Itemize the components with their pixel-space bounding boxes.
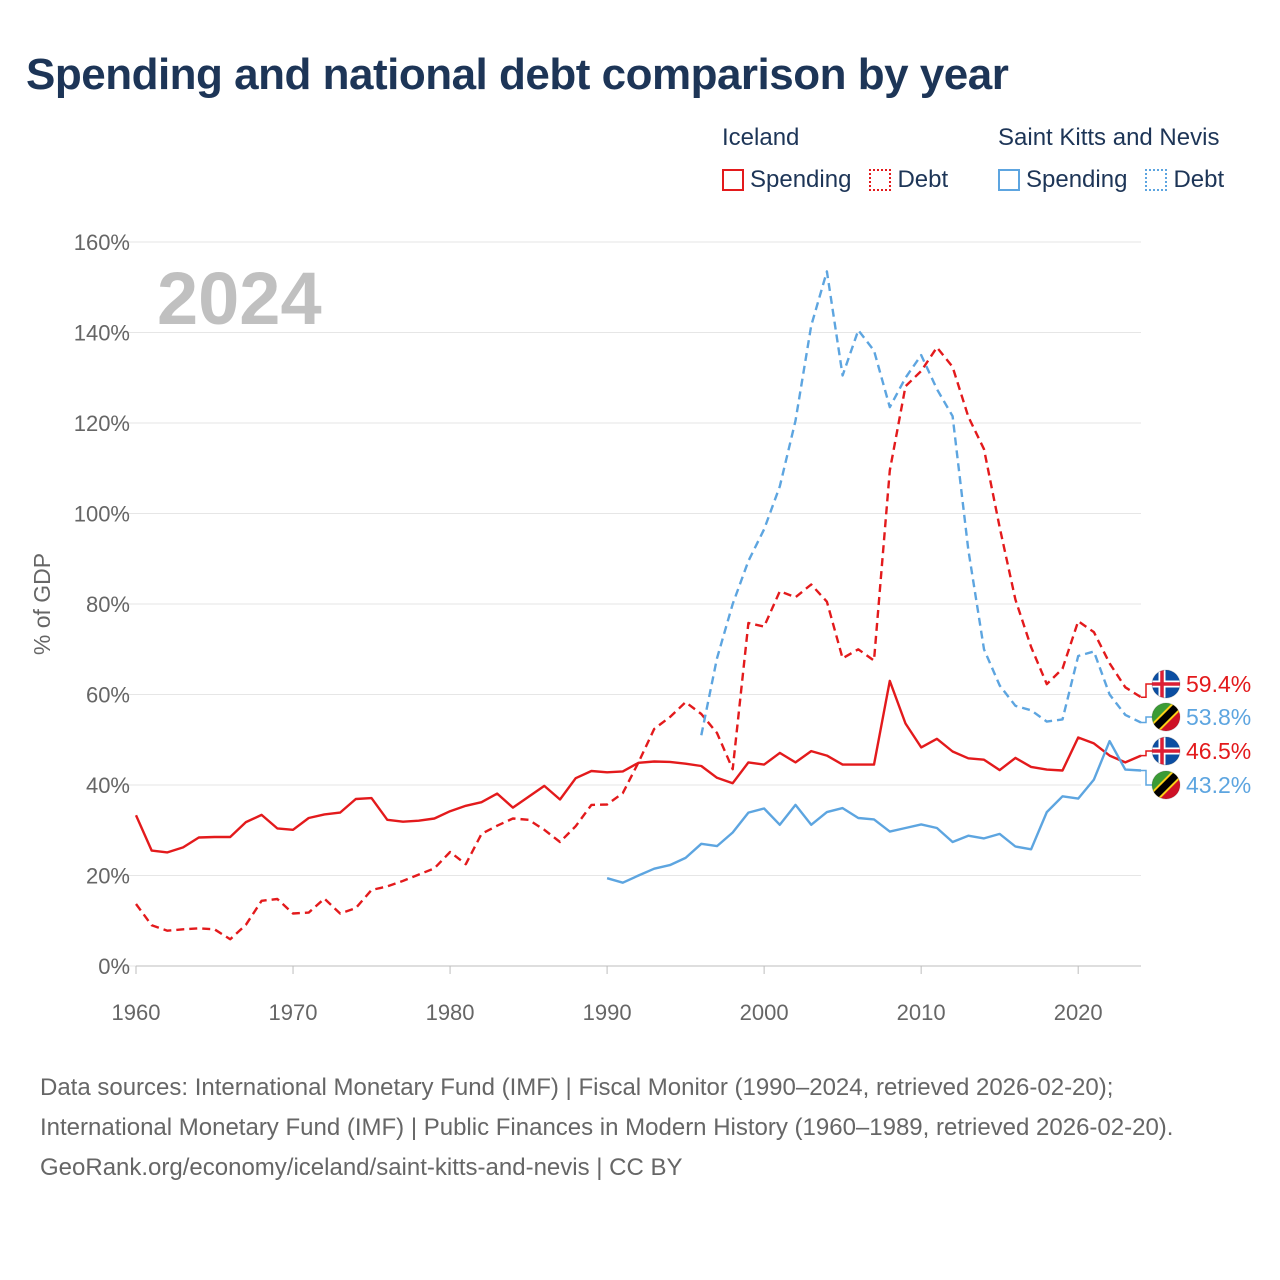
end-label-connector xyxy=(1141,750,1152,757)
year-watermark: 2024 xyxy=(157,257,322,340)
flag-outline xyxy=(1151,669,1181,699)
saint-kitts-and-nevis-flag-icon xyxy=(1151,702,1181,732)
x-tick-label: 2000 xyxy=(740,1000,789,1025)
iceland-flag-icon xyxy=(1151,736,1181,766)
flag-cross-red-h xyxy=(1152,682,1180,686)
data-sources: Data sources: International Monetary Fun… xyxy=(40,1074,1174,1141)
footer: Data sources: International Monetary Fun… xyxy=(40,1068,1240,1188)
gridlines xyxy=(116,241,1141,967)
legend-label: Spending xyxy=(1026,166,1128,193)
flag-cross-red-h xyxy=(1152,749,1180,753)
legend-label: Spending xyxy=(750,166,852,193)
y-tick-label: 160% xyxy=(74,230,130,255)
y-tick-label: 140% xyxy=(74,321,130,346)
credit-link[interactable]: GeoRank.org/economy/iceland/saint-kitts-… xyxy=(40,1154,683,1181)
legend-item-skn-debt[interactable]: Debt xyxy=(1145,166,1224,194)
flag-black-band xyxy=(1152,771,1180,799)
series-line-1[interactable] xyxy=(135,346,1142,941)
legend-country-label: Saint Kitts and Nevis xyxy=(998,124,1220,151)
x-tick-label: 1980 xyxy=(426,1000,475,1025)
axes: 0% 20% 40% 60% 80% 100% 120% 140% 160% 1960 1970 19… xyxy=(74,230,1141,1025)
flag-graphic xyxy=(1152,737,1180,765)
flag-graphic xyxy=(1152,771,1180,799)
end-labels: 59.4% 53.8% 46.5% 43.2% xyxy=(1141,669,1251,800)
x-tick-label: 1970 xyxy=(269,1000,318,1025)
legend-label: Debt xyxy=(1173,166,1225,193)
legend-group-iceland: Iceland Spending Debt xyxy=(722,124,948,194)
legend-item-iceland-spending[interactable]: Spending xyxy=(722,166,851,194)
solid-line-swatch-icon xyxy=(998,169,1020,191)
series-line-3[interactable] xyxy=(700,270,1142,736)
end-label-connector xyxy=(1141,683,1152,698)
dotted-line-swatch-icon xyxy=(869,169,892,191)
flag-cross-red-v xyxy=(1160,737,1164,765)
flag-outline xyxy=(1151,702,1181,732)
series-line-2[interactable] xyxy=(606,739,1142,884)
series-lines xyxy=(134,270,1142,941)
y-tick-label: 120% xyxy=(74,411,130,436)
flag-black-band xyxy=(1152,703,1180,731)
series-line-0[interactable] xyxy=(134,679,1142,854)
line-chart: 0% 20% 40% 60% 80% 100% 120% 140% 160% 1960 1970 19… xyxy=(29,230,1251,1025)
end-value-label: 46.5% xyxy=(1186,738,1251,764)
flag-cross-red-v xyxy=(1160,670,1164,698)
y-tick-label: 60% xyxy=(86,683,130,708)
end-value-label: 53.8% xyxy=(1186,704,1251,730)
x-tick-label: 1960 xyxy=(112,1000,161,1025)
x-tick-label: 2020 xyxy=(1054,1000,1103,1025)
y-tick-label: 80% xyxy=(86,592,130,617)
x-tick-label: 2010 xyxy=(897,1000,946,1025)
dotted-line-swatch-icon xyxy=(1145,169,1168,191)
legend-group-saint-kitts-and-nevis: Saint Kitts and Nevis Spending Debt xyxy=(998,124,1224,194)
y-tick-label: 0% xyxy=(98,954,130,979)
y-tick-label: 20% xyxy=(86,864,130,889)
flag-graphic xyxy=(1152,670,1180,698)
x-tick-label: 1990 xyxy=(583,1000,632,1025)
flag-outline xyxy=(1151,770,1181,800)
y-axis-label: % of GDP xyxy=(29,553,55,655)
end-label-connector xyxy=(1141,716,1152,724)
flag-outline xyxy=(1151,736,1181,766)
end-value-label: 59.4% xyxy=(1186,671,1251,697)
end-value-label: 43.2% xyxy=(1186,772,1251,798)
flag-graphic xyxy=(1152,703,1180,731)
y-tick-label: 40% xyxy=(86,773,130,798)
legend-item-iceland-debt[interactable]: Debt xyxy=(869,166,948,194)
chart-title: Spending and national debt comparison by… xyxy=(26,50,1009,99)
end-label-connector xyxy=(1141,769,1152,786)
legend-item-skn-spending[interactable]: Spending xyxy=(998,166,1127,194)
y-tick-label: 100% xyxy=(74,502,130,527)
solid-line-swatch-icon xyxy=(722,169,744,191)
legend-country-label: Iceland xyxy=(722,124,800,151)
legend-label: Debt xyxy=(897,166,949,193)
saint-kitts-and-nevis-flag-icon xyxy=(1151,770,1181,800)
iceland-flag-icon xyxy=(1151,669,1181,699)
